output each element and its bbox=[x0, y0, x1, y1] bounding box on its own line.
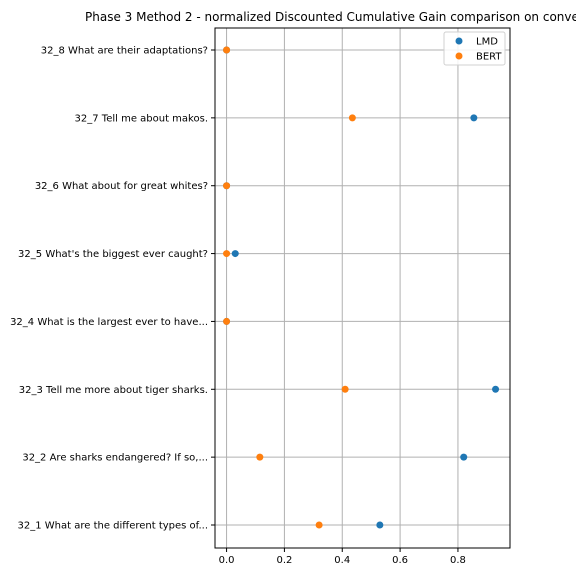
legend-label-lmd: LMD bbox=[476, 37, 498, 48]
data-points bbox=[223, 46, 500, 529]
legend-marker-bert bbox=[455, 52, 463, 60]
y-tick-label: 32_1 What are the different types of... bbox=[18, 521, 208, 532]
y-tick-label: 32_6 What about for great whites? bbox=[35, 181, 208, 192]
data-point-bert bbox=[348, 114, 356, 122]
chart-title: Phase 3 Method 2 - normalized Discounted… bbox=[85, 10, 576, 24]
data-point-lmd bbox=[231, 250, 239, 258]
legend: LMD BERT bbox=[443, 31, 506, 66]
y-tick-label: 32_4 What is the largest ever to have... bbox=[10, 317, 208, 328]
data-point-lmd bbox=[376, 521, 384, 529]
x-tick-label: 0.2 bbox=[276, 555, 292, 566]
y-axis-ticks: 32_1 What are the different types of... 3… bbox=[10, 46, 215, 532]
legend-marker-lmd bbox=[455, 37, 463, 45]
x-tick-label: 0.8 bbox=[450, 555, 466, 566]
data-point-lmd bbox=[492, 385, 500, 393]
grid-lines bbox=[215, 28, 510, 548]
y-tick-label: 32_2 Are sharks endangered? If so,... bbox=[22, 453, 208, 464]
data-point-bert bbox=[223, 46, 231, 54]
data-point-bert bbox=[223, 182, 231, 190]
data-point-bert bbox=[256, 453, 264, 461]
y-tick-label: 32_8 What are their adaptations? bbox=[41, 46, 208, 57]
y-tick-label: 32_7 Tell me about makos. bbox=[75, 113, 208, 124]
y-tick-label: 32_5 What's the biggest ever caught? bbox=[18, 249, 208, 260]
x-axis-ticks: 0.0 0.2 0.4 0.6 0.8 bbox=[219, 548, 466, 566]
data-point-bert bbox=[315, 521, 323, 529]
x-tick-label: 0.0 bbox=[219, 555, 235, 566]
plot-area-frame bbox=[214, 27, 511, 549]
y-tick-label: 32_3 Tell me more about tiger sharks. bbox=[19, 385, 208, 396]
data-point-lmd bbox=[460, 453, 468, 461]
x-tick-label: 0.4 bbox=[334, 555, 350, 566]
x-tick-label: 0.6 bbox=[392, 555, 408, 566]
data-point-bert bbox=[223, 250, 231, 258]
data-point-lmd bbox=[470, 114, 478, 122]
data-point-bert bbox=[223, 317, 231, 325]
data-point-bert bbox=[341, 385, 349, 393]
legend-label-bert: BERT bbox=[476, 52, 502, 63]
